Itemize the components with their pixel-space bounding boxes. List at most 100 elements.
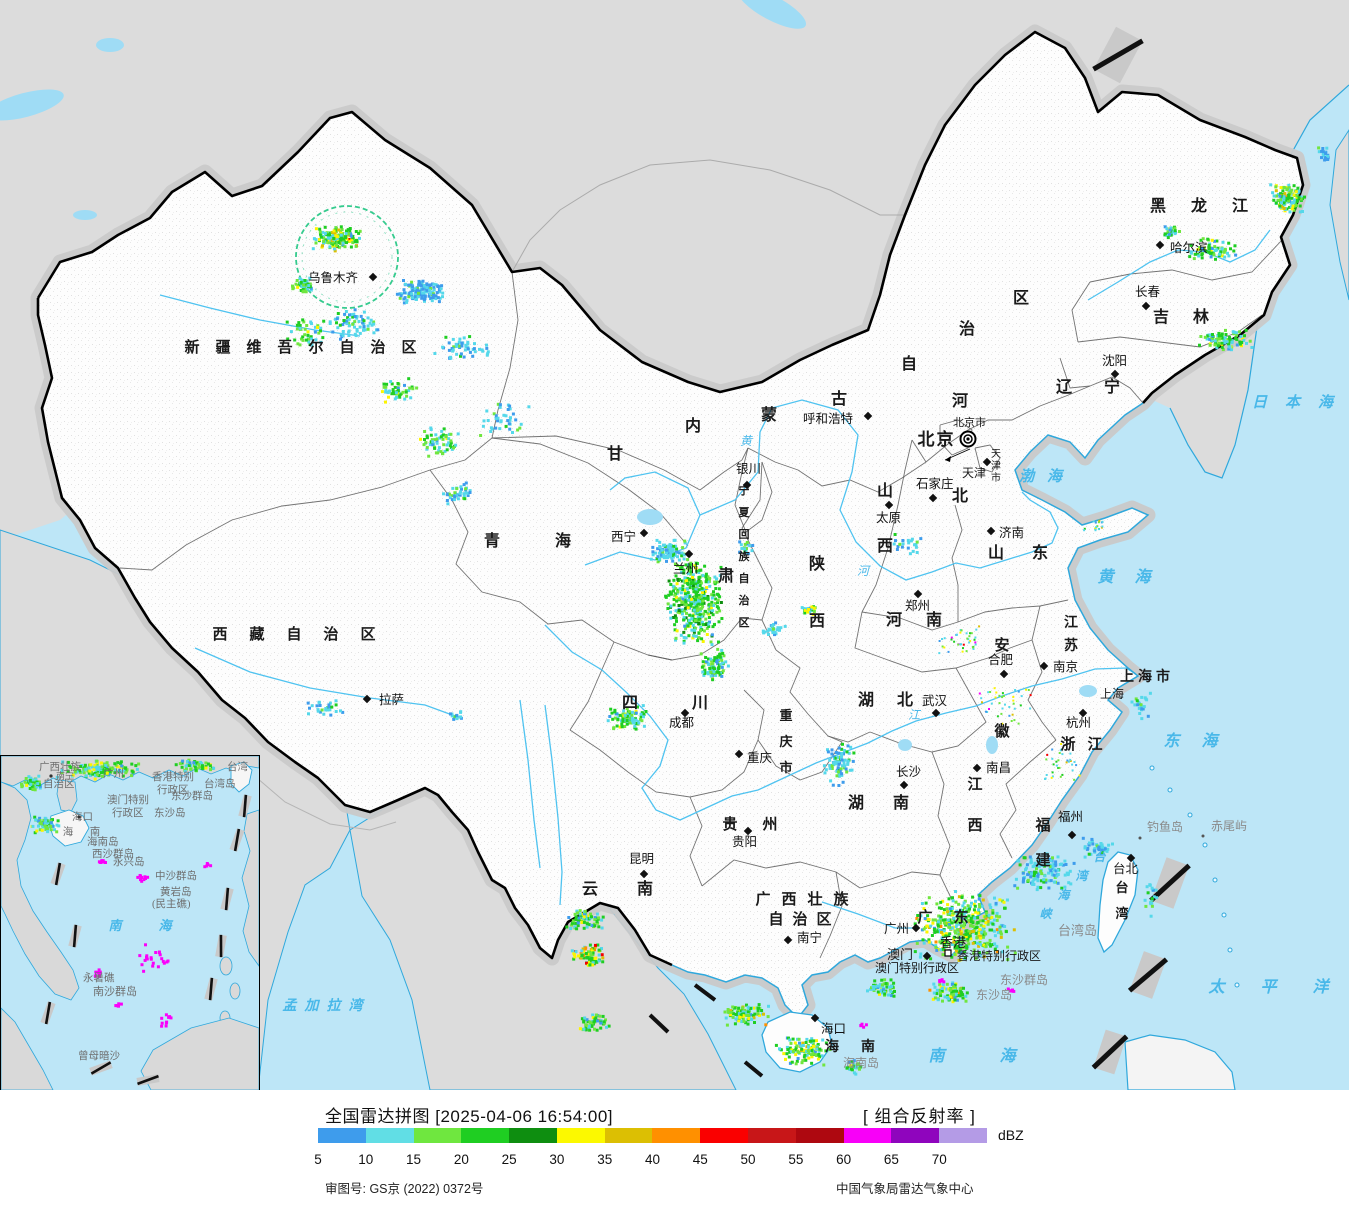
city-marker (928, 493, 938, 503)
city-label: 哈尔滨 (1170, 240, 1208, 255)
place-label: 市 (991, 471, 1001, 484)
city-label: 贵阳 (732, 835, 757, 849)
city-marker (1126, 853, 1136, 863)
province-label: 回 (739, 527, 750, 541)
inset-label: 东沙岛 (154, 806, 186, 819)
inset-haikou-dot (77, 815, 81, 819)
sea-label: 孟 (283, 998, 298, 1014)
lake (898, 739, 912, 751)
inset-dash-segment (220, 887, 234, 911)
province-label: 贵 (722, 815, 737, 833)
colorbar-segment-40 (652, 1128, 701, 1143)
city-label: 乌鲁木齐 (308, 270, 359, 285)
lake (637, 509, 663, 525)
province-label: 江 (967, 775, 982, 793)
echo-cluster (938, 978, 946, 984)
small-island (1202, 842, 1208, 848)
colorbar-segment-50 (748, 1128, 796, 1143)
inset-sea-label: 海 (158, 918, 173, 933)
dbz-tick-label: 5 (314, 1152, 322, 1167)
dbz-colorbar (318, 1128, 987, 1143)
river (699, 399, 1059, 581)
province-label: 四 (622, 695, 638, 712)
river (159, 294, 361, 337)
lake (1079, 685, 1097, 697)
city-label: 兰州 (673, 562, 698, 576)
colorbar-segment-45 (700, 1128, 749, 1143)
province-label: 浙 (1060, 735, 1075, 753)
sea-label: 海 (1318, 394, 1336, 411)
echo-cluster (1081, 836, 1114, 859)
city-marker (680, 708, 690, 718)
city-label: 西宁 (611, 529, 636, 544)
city-marker (982, 457, 992, 467)
small-island (1201, 834, 1205, 838)
province-label: 西 (877, 537, 893, 555)
echo-cluster (1198, 328, 1254, 352)
city-label: 成都 (669, 716, 695, 730)
echo-cluster (606, 704, 648, 731)
island-label: 东沙群岛 (1000, 972, 1048, 987)
inset-label: 南 (90, 825, 101, 838)
province-border (701, 859, 861, 889)
province-label: 吉 (1153, 307, 1169, 326)
province-label: 尔 (308, 338, 323, 356)
boundary-hatch-marker (1149, 857, 1191, 909)
echo-cluster (1188, 237, 1238, 261)
inset-label: 西沙群岛 (92, 847, 134, 860)
dbz-tick-label: 20 (453, 1152, 469, 1167)
province-label: 黑 (1150, 197, 1166, 215)
echo-cluster (203, 862, 213, 869)
echo-cluster (1143, 883, 1159, 918)
colorbar-segment-60 (843, 1128, 892, 1143)
province-label: 陕 (809, 554, 825, 573)
province-label: 自 (739, 571, 750, 585)
place-label: 天津 (962, 466, 986, 480)
province-label: 东 (1032, 543, 1048, 562)
echo-cluster (174, 758, 216, 773)
province-label: 甘 (607, 445, 623, 463)
province-label: 苏 (1064, 637, 1078, 654)
lake (737, 0, 807, 29)
river-label: 江 (908, 708, 922, 722)
echo-cluster (433, 335, 490, 360)
macau-marker (922, 951, 932, 961)
island-label: 海南岛 (843, 1055, 879, 1070)
echo-cluster (774, 1036, 832, 1067)
province-label: 南 (861, 1038, 875, 1055)
province-label: 东 (953, 908, 968, 926)
province-label: 江 (1232, 197, 1248, 215)
dash-line-segment (743, 1060, 764, 1078)
inset-label: 海口 (72, 810, 93, 823)
place-label: 澳门 (887, 947, 913, 962)
province-label: 山 (988, 544, 1004, 562)
city-label: 南京 (1053, 659, 1078, 674)
colorbar-segment-55 (795, 1128, 844, 1143)
echo-cluster (928, 981, 969, 1004)
dbz-tick-label: 70 (931, 1152, 947, 1167)
radar-echo-layer (285, 146, 1330, 1076)
national-border (36, 298, 673, 967)
province-border (569, 729, 759, 798)
city-label: 昆明 (629, 852, 654, 866)
dbz-unit-label: dBZ (998, 1127, 1024, 1143)
province-label: 新 (184, 338, 199, 356)
city-marker (863, 411, 873, 421)
echo-cluster (136, 874, 150, 883)
echo-cluster (892, 533, 923, 556)
city-label: 合肥 (988, 652, 1014, 667)
province-label: 南 (893, 793, 909, 812)
echo-cluster (845, 1059, 863, 1076)
province-label: 辽 (1056, 378, 1073, 396)
province-border (939, 419, 973, 456)
small-island (1167, 787, 1173, 793)
inset-label: 台湾岛 (204, 777, 236, 790)
province-label: 西 (809, 612, 825, 630)
city-marker (1067, 830, 1077, 840)
dash-line-segment (648, 1013, 670, 1034)
city-marker (368, 272, 378, 282)
sea-label: 湾 (1075, 869, 1090, 883)
inset-dash-segment (89, 1060, 113, 1076)
dbz-tick-label: 35 (597, 1152, 613, 1167)
city-label: 沈阳 (1102, 353, 1127, 368)
